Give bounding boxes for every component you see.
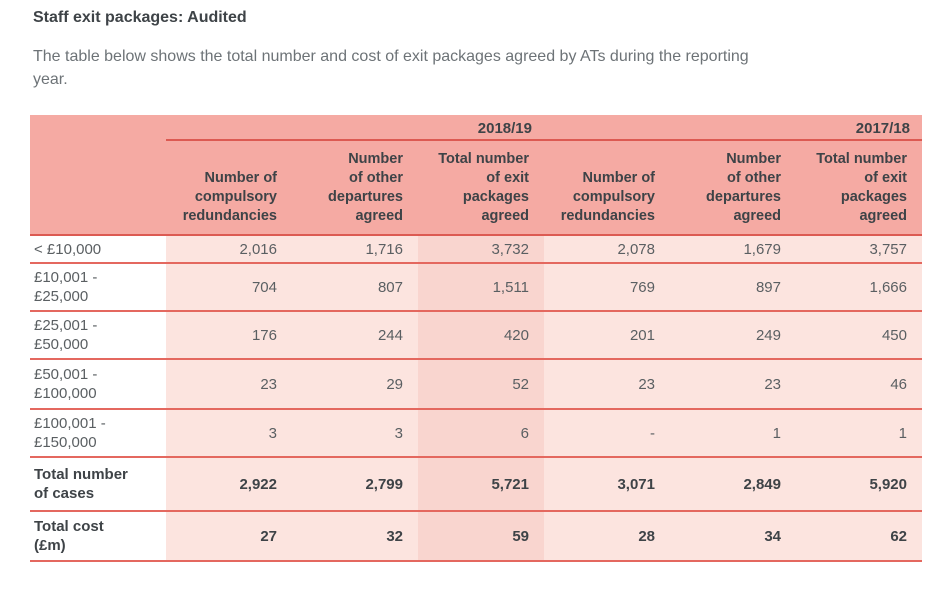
value-cell: 897 — [670, 264, 796, 310]
column-header: Total number of exit packages agreed — [438, 151, 529, 224]
table-row-100001-150000: £100,001 - £150,000 3 3 6 - 1 1 — [30, 410, 922, 458]
value-cell: 1,716 — [292, 236, 418, 262]
value-cell: 704 — [166, 264, 292, 310]
value-cell: 1,666 — [796, 264, 922, 310]
year-header-2018-19: 2018/19 — [166, 115, 544, 141]
column-header: Number of compulsory redundancies — [182, 170, 277, 224]
value-cell: 23 — [544, 360, 670, 408]
page-title: Staff exit packages: Audited — [33, 9, 247, 26]
value-cell: 2,922 — [166, 458, 292, 510]
total-cost-row: Total cost (£m) 27 32 59 28 34 62 — [30, 512, 922, 562]
value-cell: 1 — [796, 410, 922, 456]
value-cell: 807 — [292, 264, 418, 310]
value-cell: 201 — [544, 312, 670, 358]
value-cell: 62 — [796, 512, 922, 560]
value-cell: 2,016 — [166, 236, 292, 262]
value-cell: 3,071 — [544, 458, 670, 510]
value-cell: 52 — [418, 360, 544, 408]
value-cell: - — [544, 410, 670, 456]
column-header-row: Number of compulsory redundancies Number… — [30, 141, 922, 236]
row-label: £50,001 - £100,000 — [30, 360, 166, 408]
value-cell: 29 — [292, 360, 418, 408]
value-cell: 34 — [670, 512, 796, 560]
corner-cell — [30, 141, 166, 234]
value-cell: 450 — [796, 312, 922, 358]
value-cell: 2,078 — [544, 236, 670, 262]
value-cell: 769 — [544, 264, 670, 310]
row-label: £100,001 - £150,000 — [30, 410, 166, 456]
value-cell: 249 — [670, 312, 796, 358]
table-row-50001-100000: £50,001 - £100,000 23 29 52 23 23 46 — [30, 360, 922, 410]
value-cell: 27 — [166, 512, 292, 560]
value-cell: 2,849 — [670, 458, 796, 510]
value-cell: 176 — [166, 312, 292, 358]
value-cell: 6 — [418, 410, 544, 456]
value-cell: 46 — [796, 360, 922, 408]
table-row-10001-25000: £10,001 - £25,000 704 807 1,511 769 897 … — [30, 264, 922, 312]
value-cell: 1 — [670, 410, 796, 456]
row-label: £10,001 - £25,000 — [30, 264, 166, 310]
column-header: Number of other departures agreed — [328, 151, 403, 224]
year-header-row: 2018/19 2017/18 — [30, 115, 922, 141]
column-header: Number of other departures agreed — [706, 151, 781, 224]
value-cell: 28 — [544, 512, 670, 560]
value-cell: 2,799 — [292, 458, 418, 510]
column-header: Number of compulsory redundancies — [560, 170, 655, 224]
table-row-25001-50000: £25,001 - £50,000 176 244 420 201 249 45… — [30, 312, 922, 360]
value-cell: 23 — [166, 360, 292, 408]
value-cell: 5,721 — [418, 458, 544, 510]
value-cell: 3,732 — [418, 236, 544, 262]
total-cases-row: Total number of cases 2,922 2,799 5,721 … — [30, 458, 922, 512]
value-cell: 244 — [292, 312, 418, 358]
row-label: Total cost (£m) — [30, 512, 166, 560]
value-cell: 32 — [292, 512, 418, 560]
column-header: Total number of exit packages agreed — [816, 151, 907, 224]
value-cell: 1,511 — [418, 264, 544, 310]
row-label: Total number of cases — [30, 458, 166, 510]
value-cell: 3,757 — [796, 236, 922, 262]
exit-packages-table: 2018/19 2017/18 Number of compulsory red… — [30, 115, 922, 562]
value-cell: 1,679 — [670, 236, 796, 262]
row-label: < £10,000 — [30, 236, 166, 262]
corner-cell — [30, 115, 166, 141]
value-cell: 420 — [418, 312, 544, 358]
value-cell: 59 — [418, 512, 544, 560]
year-header-2017-18: 2017/18 — [544, 115, 922, 141]
value-cell: 3 — [166, 410, 292, 456]
value-cell: 3 — [292, 410, 418, 456]
table-row-under-10000: < £10,000 2,016 1,716 3,732 2,078 1,679 … — [30, 236, 922, 264]
value-cell: 23 — [670, 360, 796, 408]
row-label: £25,001 - £50,000 — [30, 312, 166, 358]
value-cell: 5,920 — [796, 458, 922, 510]
intro-text: The table below shows the total number a… — [33, 48, 749, 88]
